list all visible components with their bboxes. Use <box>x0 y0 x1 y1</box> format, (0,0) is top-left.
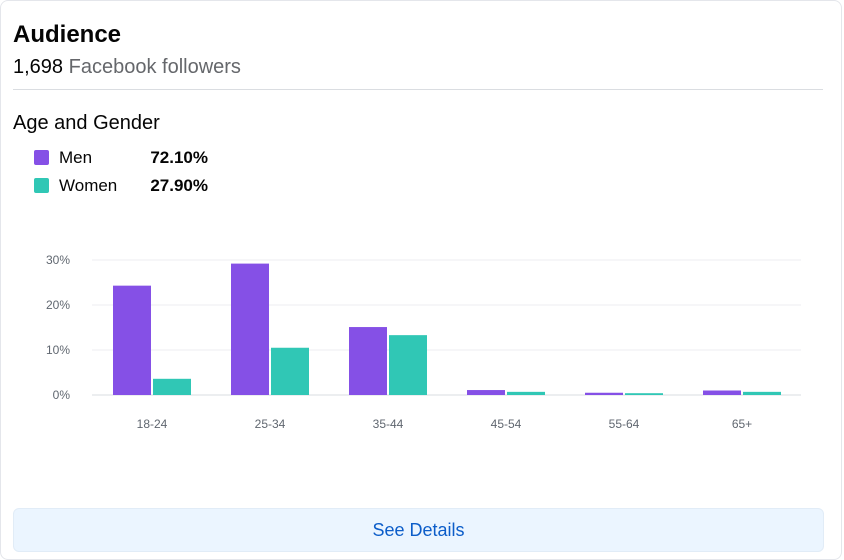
follower-label: Facebook followers <box>68 56 241 78</box>
bar-men <box>231 263 269 395</box>
follower-count: 1,698 <box>13 56 64 78</box>
bar-men <box>113 285 151 395</box>
y-tick-label: 30% <box>46 253 70 267</box>
women-swatch <box>34 178 49 193</box>
bar-men <box>349 327 387 395</box>
bar-men <box>703 390 741 395</box>
legend-value-women: 27.90% <box>150 176 208 195</box>
x-tick-label: 25-34 <box>255 417 286 431</box>
men-swatch <box>34 150 49 165</box>
legend-item-women: Women 27.90% <box>34 175 234 197</box>
legend-label-men: Men <box>59 148 93 167</box>
bar-women <box>625 393 663 395</box>
bar-men <box>585 392 623 395</box>
card-title: Audience <box>13 21 122 48</box>
legend-label-women: Women <box>59 176 118 195</box>
y-tick-label: 0% <box>53 388 71 402</box>
x-tick-label: 65+ <box>732 417 752 431</box>
bar-women <box>153 378 191 395</box>
follower-summary: 1,698 Facebook followers <box>13 54 241 80</box>
x-tick-label: 45-54 <box>491 417 522 431</box>
x-tick-label: 55-64 <box>609 417 640 431</box>
divider <box>13 89 823 90</box>
bar-women <box>743 391 781 395</box>
age-gender-bar-chart: 0% 10% 20% 30% 18-24 25-34 35-44 45-54 55-64 65+ <box>46 253 801 431</box>
bar-women <box>507 391 545 395</box>
see-details-button[interactable]: See Details <box>13 508 824 552</box>
y-tick-label: 10% <box>46 343 70 357</box>
legend-item-men: Men 72.10% <box>34 147 234 169</box>
age-gender-title: Age and Gender <box>13 112 160 134</box>
bar-women <box>389 335 427 395</box>
y-tick-label: 20% <box>46 298 70 312</box>
x-tick-label: 18-24 <box>137 417 168 431</box>
x-tick-label: 35-44 <box>373 417 404 431</box>
legend-value-men: 72.10% <box>150 148 208 167</box>
bar-women <box>271 347 309 395</box>
bar-men <box>467 390 505 395</box>
